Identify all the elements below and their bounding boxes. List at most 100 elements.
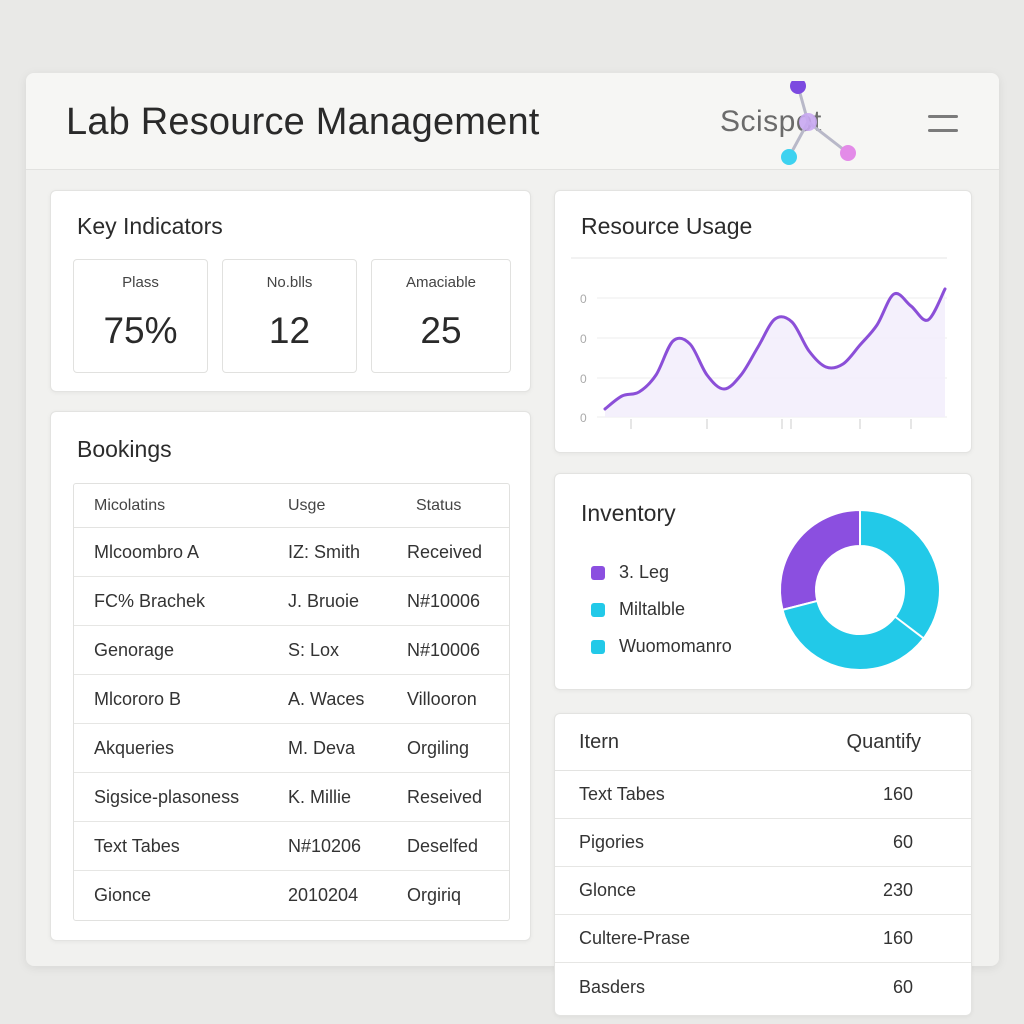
chart-x-ticks [630, 419, 912, 429]
chart-y-ticks: 0 0 0 0 [580, 292, 587, 425]
table-row[interactable]: Cultere-Prase 160 [555, 915, 971, 963]
table-row[interactable]: Text Tabes 160 [555, 771, 971, 819]
table-row[interactable]: Sigsice-plasoness K. Millie Reseived [74, 773, 509, 822]
molecule-icon [781, 81, 856, 165]
app-window: Lab Resource Management Scispot Key Indi… [26, 73, 999, 1016]
table-cell: N#10006 [407, 639, 481, 660]
legend-label: 3. Leg [619, 562, 670, 582]
legend-item[interactable]: 3. Leg [591, 562, 669, 583]
table-header: Itern Quantify [555, 714, 971, 771]
table-row[interactable]: Genorage S: Lox N#10006 [74, 626, 509, 675]
table-cell: S: Lox [288, 639, 340, 660]
column-header[interactable]: Status [416, 496, 462, 514]
legend-item[interactable]: Miltalble [591, 599, 685, 620]
key-indicators-title: Key Indicators [77, 213, 223, 239]
legend-swatch [591, 565, 605, 580]
table-cell: Text Tabes [579, 784, 665, 804]
donut-slice[interactable] [781, 508, 941, 671]
table-cell: Deselfed [407, 835, 479, 856]
kpi-tile[interactable]: Amaciable 25 [371, 259, 511, 373]
table-cell: N#10006 [407, 590, 481, 611]
y-tick-label: 0 [580, 332, 587, 346]
table-cell: 2010204 [288, 885, 359, 905]
menu-button[interactable] [924, 109, 960, 137]
table-row[interactable]: Glonce 230 [555, 867, 971, 915]
y-tick-label: 0 [580, 411, 587, 425]
table-cell: Mlcororo B [94, 688, 182, 709]
table-cell: Orgiriq [407, 885, 462, 905]
table-cell: Gionce [94, 885, 152, 905]
table-cell: Akqueries [94, 737, 175, 758]
donut-slices [779, 508, 941, 671]
table-row[interactable]: Mlcoombro A IZ: Smith Received [74, 528, 509, 577]
table-row[interactable]: Pigories 60 [555, 819, 971, 867]
column-header[interactable]: Quantify [846, 730, 921, 753]
table-cell: Glonce [579, 880, 637, 900]
donut-separator [894, 615, 925, 640]
table-row[interactable]: FC% Brachek J. Bruoie N#10006 [74, 577, 509, 626]
legend-swatch [591, 602, 605, 617]
resource-usage-chart: 0 0 0 0 [571, 257, 947, 429]
column-header[interactable]: Micolatins [94, 496, 166, 514]
bookings-title: Bookings [77, 436, 172, 462]
table-row[interactable]: Akqueries M. Deva Orgiling [74, 724, 509, 773]
table-row[interactable]: Mlcororo B A. Waces Villooron [74, 675, 509, 724]
column-header[interactable]: Usge [288, 496, 326, 514]
table-cell: Pigories [579, 832, 645, 852]
resource-usage-title: Resource Usage [581, 213, 753, 239]
table-cell: IZ: Smith [288, 541, 361, 562]
table-cell: A. Waces [288, 688, 365, 709]
table-header: Micolatins Usge Status [74, 484, 509, 528]
legend-swatch [591, 639, 605, 654]
table-cell: FC% Brachek [94, 590, 206, 611]
legend-label: Wuomomanro [619, 636, 732, 656]
table-cell: Sigsice-plasoness [94, 786, 240, 807]
header-bar: Lab Resource Management Scispot [26, 73, 999, 170]
table-cell: Cultere-Prase [579, 928, 691, 948]
table-row[interactable]: Text Tabes N#10206 Deselfed [74, 822, 509, 871]
table-cell: 60 [892, 832, 913, 852]
bookings-table: Micolatins Usge Status Mlcoombro A IZ: S… [73, 483, 510, 921]
kpi-value: 12 [268, 310, 311, 351]
hamburger-icon [928, 115, 958, 118]
table-cell: M. Deva [288, 737, 356, 758]
inventory-card: Inventory 3. Leg Miltalble Wuomomanro [554, 473, 972, 690]
kpi-label: Amaciable [405, 274, 477, 291]
table-cell: Villooron [407, 688, 477, 709]
hamburger-icon [928, 129, 958, 132]
y-tick-label: 0 [580, 372, 587, 386]
kpi-label: Plass [122, 274, 159, 291]
table-cell: 160 [882, 784, 913, 804]
key-indicators-card: Key Indicators Plass 75% No.blls 12 Amac… [50, 190, 531, 392]
usage-line [603, 287, 947, 411]
table-row[interactable]: Basders 60 [555, 963, 971, 1011]
items-table-card: Itern Quantify Text Tabes 160 Pigories 6… [554, 713, 972, 1016]
kpi-label: No.blls [266, 274, 313, 291]
page-title: Lab Resource Management [66, 101, 540, 143]
table-cell: 230 [882, 880, 913, 900]
table-row[interactable]: Gionce 2010204 Orgiriq [74, 871, 509, 920]
legend-item[interactable]: Wuomomanro [591, 636, 732, 657]
kpi-tile[interactable]: Plass 75% [73, 259, 208, 373]
donut-slice[interactable] [779, 508, 861, 612]
table-cell: Reseived [407, 786, 483, 807]
y-tick-label: 0 [580, 292, 587, 306]
inventory-donut-chart [779, 508, 941, 671]
table-cell: 160 [882, 928, 913, 948]
table-cell: Genorage [94, 639, 175, 660]
usage-area [605, 289, 945, 417]
kpi-tile[interactable]: No.blls 12 [222, 259, 357, 373]
table-cell: N#10206 [288, 835, 362, 856]
table-cell: K. Millie [288, 786, 352, 807]
resource-usage-card: Resource Usage 0 0 0 0 [554, 190, 972, 453]
table-cell: Received [407, 541, 483, 562]
inventory-title: Inventory [581, 500, 676, 526]
table-cell: Text Tabes [94, 835, 180, 856]
brand-logo[interactable]: Scispot [720, 81, 870, 171]
kpi-value: 75% [103, 310, 178, 351]
bookings-card: Bookings Micolatins Usge Status Mlcoombr… [50, 411, 531, 941]
legend-label: Miltalble [619, 599, 686, 619]
table-cell: Basders [579, 976, 646, 997]
column-header[interactable]: Itern [579, 730, 620, 753]
table-cell: Orgiling [407, 737, 470, 758]
